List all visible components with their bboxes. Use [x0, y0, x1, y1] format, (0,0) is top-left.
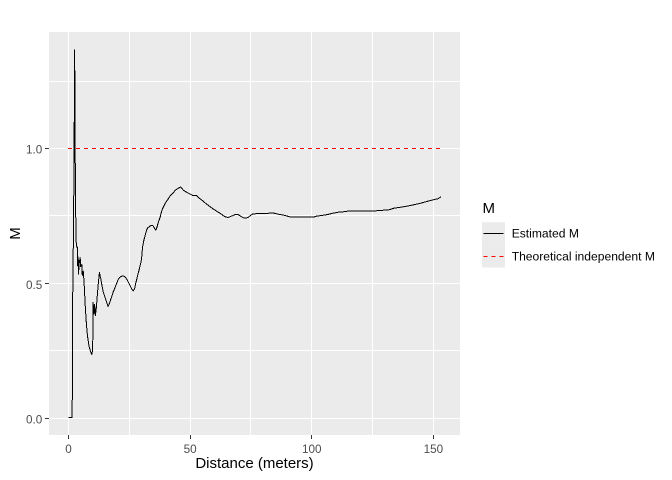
svg-text:M: M — [483, 200, 496, 217]
svg-text:1.0: 1.0 — [26, 143, 43, 156]
svg-text:0.5: 0.5 — [26, 279, 43, 292]
svg-text:150: 150 — [424, 443, 444, 456]
svg-text:M: M — [7, 227, 24, 240]
svg-text:0: 0 — [65, 443, 72, 456]
svg-text:Theoretical independent M: Theoretical independent M — [512, 250, 655, 264]
svg-text:50: 50 — [184, 443, 198, 456]
svg-text:Distance (meters): Distance (meters) — [195, 455, 313, 472]
svg-text:100: 100 — [302, 443, 322, 456]
svg-text:0.0: 0.0 — [26, 413, 43, 426]
svg-text:Estimated M: Estimated M — [512, 227, 579, 241]
